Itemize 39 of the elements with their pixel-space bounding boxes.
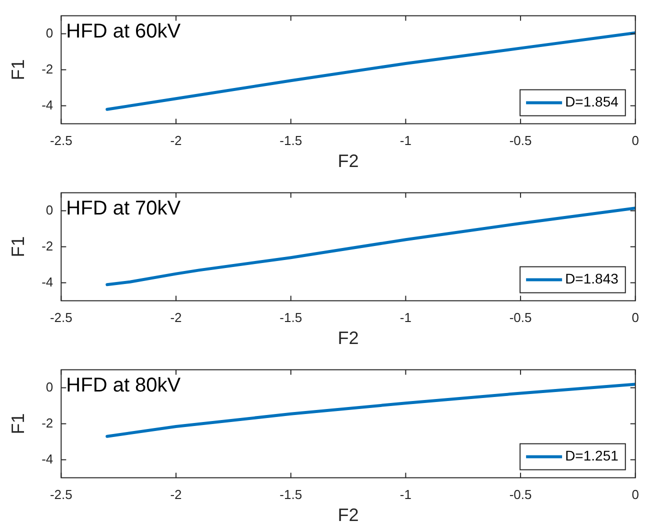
y-axis-title: F1 — [8, 413, 28, 434]
y-axis-title: F1 — [8, 236, 28, 258]
x-tick-label: -0.5 — [509, 487, 532, 502]
y-axis-title: F1 — [8, 59, 28, 80]
x-tick-label: -2.5 — [50, 133, 72, 148]
x-tick-label: 0 — [632, 310, 639, 326]
legend-label: D=1.843 — [565, 270, 619, 287]
x-tick-label: -0.5 — [509, 133, 532, 148]
x-tick-label: -1.5 — [280, 133, 302, 148]
chart-title: HFD at 80kV — [66, 374, 182, 396]
x-axis-title: F2 — [338, 505, 359, 526]
chart-title: HFD at 70kV — [66, 197, 182, 220]
y-tick-label: 0 — [46, 379, 54, 394]
x-tick-label: -1 — [400, 487, 412, 502]
x-tick-label: -1.5 — [280, 310, 302, 326]
x-tick-label: 0 — [632, 487, 639, 502]
x-axis-title: F2 — [338, 151, 359, 172]
x-tick-label: -2 — [170, 487, 182, 502]
chart-title: HFD at 60kV — [66, 20, 182, 42]
y-tick-label: -4 — [42, 451, 54, 466]
x-tick-label: -2.5 — [50, 310, 72, 326]
x-tick-label: -1 — [400, 310, 412, 326]
legend-label: D=1.251 — [565, 448, 619, 464]
y-tick-label: -2 — [42, 238, 54, 254]
x-tick-label: 0 — [632, 133, 639, 148]
x-tick-label: -1.5 — [280, 487, 302, 502]
x-tick-label: -2 — [170, 310, 182, 326]
y-tick-label: -4 — [42, 97, 54, 112]
y-tick-label: -4 — [42, 274, 54, 290]
x-tick-label: -1 — [400, 133, 412, 148]
x-tick-label: -2.5 — [50, 487, 72, 502]
x-tick-label: -2 — [170, 133, 182, 148]
x-tick-label: -0.5 — [509, 310, 532, 326]
x-axis-title: F2 — [338, 328, 359, 348]
y-tick-label: 0 — [46, 25, 54, 40]
y-tick-label: -2 — [42, 415, 54, 430]
legend-label: D=1.854 — [565, 94, 619, 110]
y-tick-label: -2 — [42, 61, 54, 76]
y-tick-label: 0 — [46, 202, 54, 218]
